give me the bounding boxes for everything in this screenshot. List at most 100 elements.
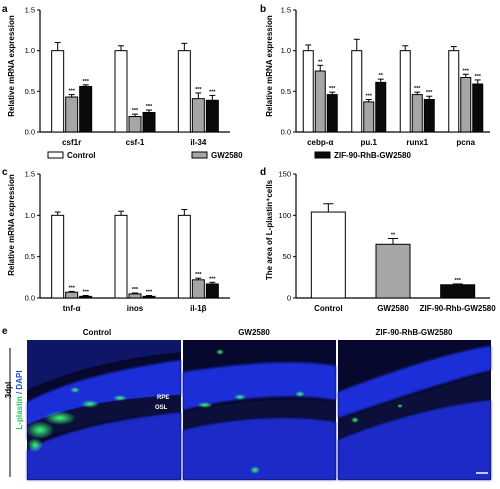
micrograph-control: RPE OSL: [26, 340, 181, 480]
stain-label-dapi: DAPI: [15, 370, 24, 389]
category-label: cebp-α: [307, 138, 333, 147]
category-label: il-1β: [190, 304, 207, 313]
panel-d-chart: d The area of L-plastin⁺cells 0 50 100 150 C…: [260, 167, 496, 313]
bar-c-2-1: [191, 279, 205, 299]
bar-c-1-0: [114, 214, 128, 299]
stain-label-separator: /: [15, 390, 24, 397]
category-label: pu.1: [361, 138, 378, 147]
y-tick-label: 1.0: [25, 46, 35, 55]
bar-c-0-1: [65, 291, 79, 299]
significance-label: ***: [68, 89, 75, 95]
panel-e-label: e: [2, 326, 8, 337]
category-label: Control: [314, 304, 342, 313]
panel-d-ylabel: The area of L-plastin⁺cells: [265, 179, 274, 280]
category-label: inos: [127, 304, 144, 313]
panel-c-label: c: [2, 167, 8, 178]
micrograph-title-gw2580: GW2580: [238, 328, 270, 337]
panel-e-micrographs: e 3dpl L-plastin / DAPI Control GW2580 Z…: [2, 326, 491, 480]
significance-label: **: [379, 73, 384, 79]
bar-c-1-2: [142, 295, 156, 299]
significance-label: ***: [366, 93, 373, 99]
legend-swatch-gw2580: [191, 151, 208, 159]
legend-label-control: Control: [67, 151, 95, 160]
bar-b-0-1: [314, 70, 326, 133]
bar-a-0-2: [79, 85, 93, 133]
category-label: csf1r: [62, 138, 81, 147]
significance-label: ***: [146, 290, 153, 296]
bar-c-0-2: [79, 295, 93, 299]
y-tick-label: 1.5: [25, 170, 35, 179]
bar-b-3-1: [460, 77, 472, 133]
significance-label: ***: [414, 86, 421, 92]
bar-b-3-2: [472, 83, 484, 133]
significance-label: ***: [146, 104, 153, 110]
bar-d-1: [375, 243, 411, 299]
bar-a-1-1: [128, 116, 142, 133]
legend-label-zif: ZIF-90-RhB-GW2580: [334, 151, 411, 160]
category-label: ZIF-90-Rhb-GW2580: [420, 304, 497, 313]
panel-b-chart: b Relative mRNA expression 0.0 0.5 1.0 1.5 *…: [260, 4, 490, 147]
y-tick-label: 0.0: [25, 128, 35, 137]
category-label: GW2580: [377, 304, 409, 313]
legend: Control GW2580 ZIF-90-RhB-GW2580: [47, 151, 411, 160]
bar-b-2-2: [423, 98, 435, 133]
legend-label-gw2580: GW2580: [211, 151, 243, 160]
panel-a-chart: a Relative mRNA expression 0.0 0.5 1.0 1.5 *…: [2, 4, 230, 147]
panel-d-label: d: [260, 167, 266, 178]
y-tick-label: 0.0: [281, 128, 291, 137]
significance-label: ***: [132, 287, 139, 293]
bar-b-2-0: [399, 50, 411, 133]
bar-a-2-0: [177, 50, 191, 133]
y-tick-label: 0.5: [281, 87, 291, 96]
panel-a-ylabel: Relative mRNA expression: [7, 15, 16, 117]
y-tick-label: 1.0: [25, 211, 35, 220]
legend-swatch-zif: [314, 151, 331, 159]
layer-label-osl: OSL: [155, 405, 168, 411]
panel-b-ylabel: Relative mRNA expression: [265, 15, 274, 117]
micrograph-zif: [338, 340, 491, 480]
panel-b-label: b: [260, 4, 266, 15]
significance-label: ***: [454, 278, 461, 284]
significance-label: ***: [132, 108, 139, 114]
micrograph-title-zif: ZIF-90-RhB-GW2580: [376, 328, 453, 337]
layer-label-rpe: RPE: [157, 395, 169, 401]
y-tick-label: 0.5: [25, 252, 35, 261]
bar-a-1-0: [114, 50, 128, 133]
bar-b-1-2: [375, 81, 387, 133]
significance-label: ***: [209, 89, 216, 95]
y-tick-label: 150: [278, 170, 291, 179]
bar-a-2-2: [205, 99, 219, 133]
y-tick-label: 0: [287, 294, 291, 303]
category-label: il-34: [190, 138, 207, 147]
y-tick-label: 50: [283, 252, 291, 261]
significance-label: ***: [463, 68, 470, 74]
y-tick-label: 0.5: [25, 87, 35, 96]
y-tick-label: 100: [278, 211, 291, 220]
significance-label: ***: [426, 90, 433, 96]
micrograph-gw2580: [183, 340, 336, 480]
bar-b-0-0: [302, 50, 314, 133]
panel-e-stain-label: L-plastin / DAPI: [15, 370, 24, 429]
significance-label: ***: [195, 87, 202, 93]
bar-c-1-1: [128, 293, 142, 299]
bar-c-0-0: [51, 214, 65, 299]
bar-b-1-1: [363, 101, 375, 133]
category-label: pcna: [456, 138, 475, 147]
micrograph-title-control: Control: [83, 328, 111, 337]
bar-a-2-1: [191, 98, 205, 133]
category-label: tnf-α: [63, 304, 81, 313]
y-tick-label: 0.0: [25, 294, 35, 303]
significance-label: ***: [68, 285, 75, 291]
significance-label: ***: [475, 74, 482, 80]
significance-label: ***: [82, 79, 89, 85]
panel-c-ylabel: Relative mRNA expression: [7, 174, 16, 276]
bar-d-2: [440, 284, 476, 299]
significance-label: ***: [195, 272, 202, 278]
significance-label: **: [391, 232, 396, 238]
significance-label: ***: [329, 86, 336, 92]
bar-b-3-0: [448, 50, 460, 133]
significance-label: ***: [209, 276, 216, 282]
significance-label: ***: [82, 290, 89, 296]
bar-b-2-1: [411, 94, 423, 133]
